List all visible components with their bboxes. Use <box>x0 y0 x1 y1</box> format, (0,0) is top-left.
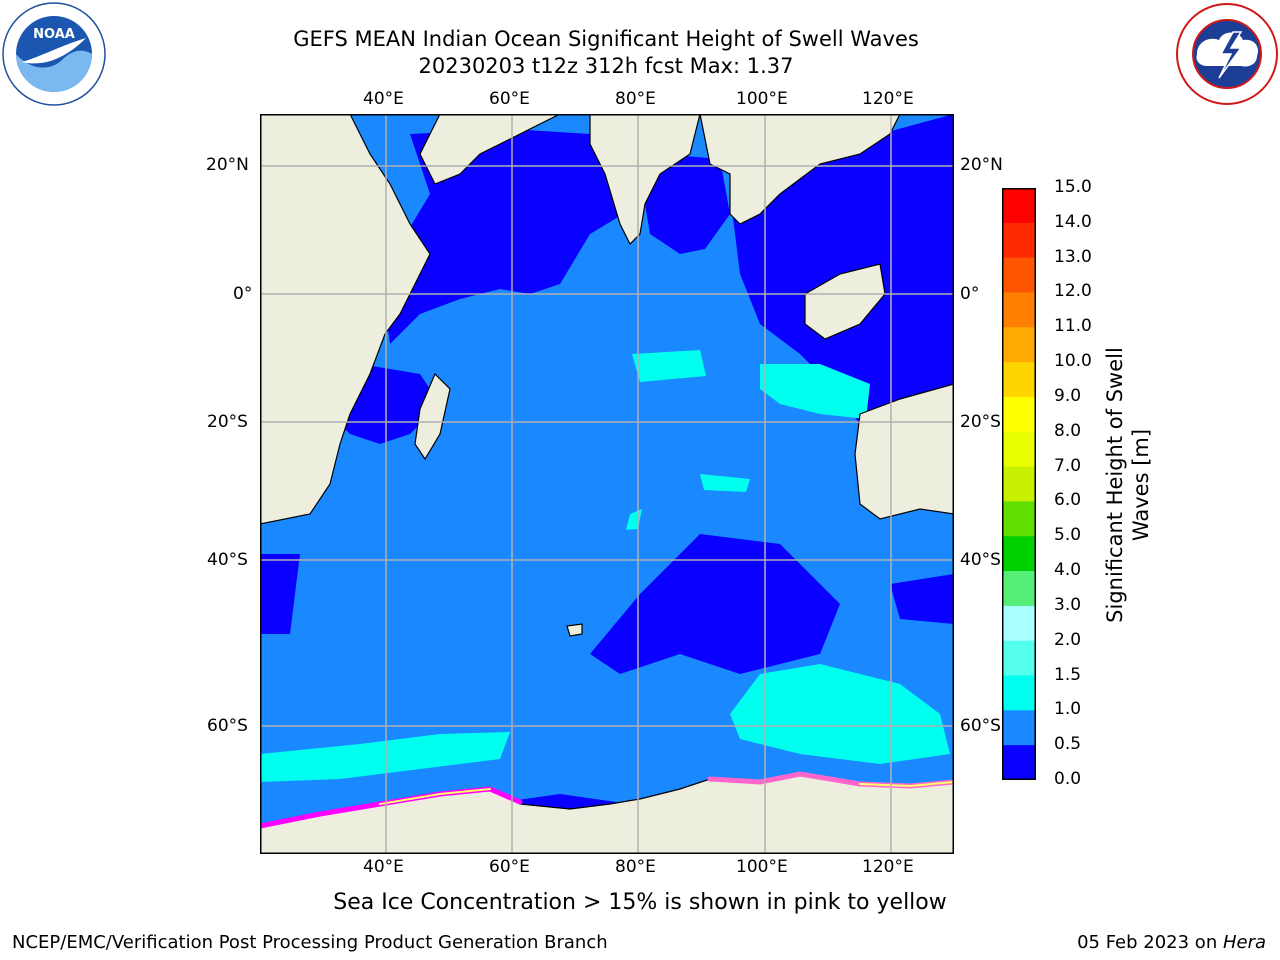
lon-tick-top: 60°E <box>489 89 530 109</box>
colorbar-bin <box>1002 571 1036 607</box>
colorbar-tick-label: 14.0 <box>1054 211 1092 232</box>
colorbar-bin <box>1002 431 1036 468</box>
colorbar-tick-label: 12.0 <box>1054 281 1092 302</box>
colorbar-tick-label: 0.5 <box>1054 734 1082 755</box>
colorbar-bin <box>1002 396 1036 433</box>
noaa-logo-icon: NOAA <box>2 2 106 106</box>
lat-tick-left: 40°S <box>207 550 248 570</box>
lat-tick-left: 20°N <box>206 155 249 175</box>
colorbar-tick-label: 7.0 <box>1054 455 1082 476</box>
colorbar-title: Significant Height of Swell Waves [m] <box>1103 347 1153 623</box>
colorbar-bin <box>1002 501 1036 537</box>
colorbar-tick-label: 11.0 <box>1054 316 1092 337</box>
lat-tick-right: 20°N <box>960 155 1003 175</box>
colorbar-tick-label: 5.0 <box>1054 525 1082 546</box>
colorbar-bin <box>1002 466 1036 502</box>
colorbar-bin <box>1002 710 1036 746</box>
colorbar-bin <box>1002 640 1036 677</box>
lat-tick-right: 60°S <box>960 716 1001 736</box>
graticule <box>260 114 954 854</box>
lat-tick-left: 0° <box>233 284 253 304</box>
sea-ice-caption: Sea Ice Concentration > 15% is shown in … <box>333 890 947 915</box>
colorbar-tick-label: 6.0 <box>1054 490 1082 511</box>
colorbar-tick-label: 0.0 <box>1054 769 1082 789</box>
lat-tick-right: 0° <box>960 284 980 304</box>
colorbar-tick-label: 1.0 <box>1054 699 1082 720</box>
lat-tick-left: 60°S <box>207 716 248 736</box>
lon-tick-top: 80°E <box>615 89 656 109</box>
colorbar-tick-label: 1.5 <box>1054 664 1082 685</box>
colorbar-tick-label: 2.0 <box>1054 629 1082 650</box>
colorbar-border <box>1002 188 1036 780</box>
lon-tick-bottom: 60°E <box>489 857 530 877</box>
lat-tick-left: 20°S <box>207 412 248 432</box>
colorbar-bin <box>1002 257 1036 293</box>
colorbar-tick-label: 4.0 <box>1054 560 1082 581</box>
footer-organization: NCEP/EMC/Verification Post Processing Pr… <box>12 932 608 953</box>
colorbar-bin <box>1002 292 1036 328</box>
colorbar-bin <box>1002 222 1036 259</box>
colorbar-tick-label: 13.0 <box>1054 246 1092 267</box>
lon-tick-top: 100°E <box>736 89 788 109</box>
nws-logo-icon <box>1176 3 1278 105</box>
colorbar-tick-label: 8.0 <box>1054 420 1082 441</box>
colorbar-bin <box>1002 675 1036 711</box>
colorbar-tick-label: 15.0 <box>1054 177 1092 197</box>
colorbar-bin <box>1002 327 1036 363</box>
svg-text:NOAA: NOAA <box>33 27 75 42</box>
lon-tick-top: 120°E <box>862 89 914 109</box>
footer-date: 05 Feb 2023 on Hera <box>1077 932 1266 953</box>
forecast-info: 20230203 t12z 312h fcst Max: 1.37 <box>418 54 794 78</box>
lon-tick-bottom: 80°E <box>615 857 656 877</box>
lon-tick-top: 40°E <box>363 89 404 109</box>
map-border <box>260 114 954 854</box>
colorbar-bin <box>1002 188 1036 224</box>
lon-tick-bottom: 40°E <box>363 857 404 877</box>
swell-1.0-1.5-regions <box>260 350 950 782</box>
colorbar-bin <box>1002 605 1036 642</box>
lon-tick-bottom: 120°E <box>862 857 914 877</box>
colorbar-bin <box>1002 362 1036 398</box>
colorbar <box>1002 188 1036 780</box>
colorbar-tick-label: 9.0 <box>1054 385 1082 406</box>
lat-tick-right: 20°S <box>960 412 1001 432</box>
colorbar-bin <box>1002 536 1036 572</box>
lat-tick-right: 40°S <box>960 550 1001 570</box>
colorbar-tick-label: 3.0 <box>1054 594 1082 615</box>
lon-tick-bottom: 100°E <box>736 857 788 877</box>
sea-ice-edge <box>260 771 954 829</box>
colorbar-tick-label: 10.0 <box>1054 351 1092 372</box>
swell-height-map <box>260 114 954 854</box>
map-title: GEFS MEAN Indian Ocean Significant Heigh… <box>293 27 919 51</box>
colorbar-bin <box>1002 745 1036 780</box>
